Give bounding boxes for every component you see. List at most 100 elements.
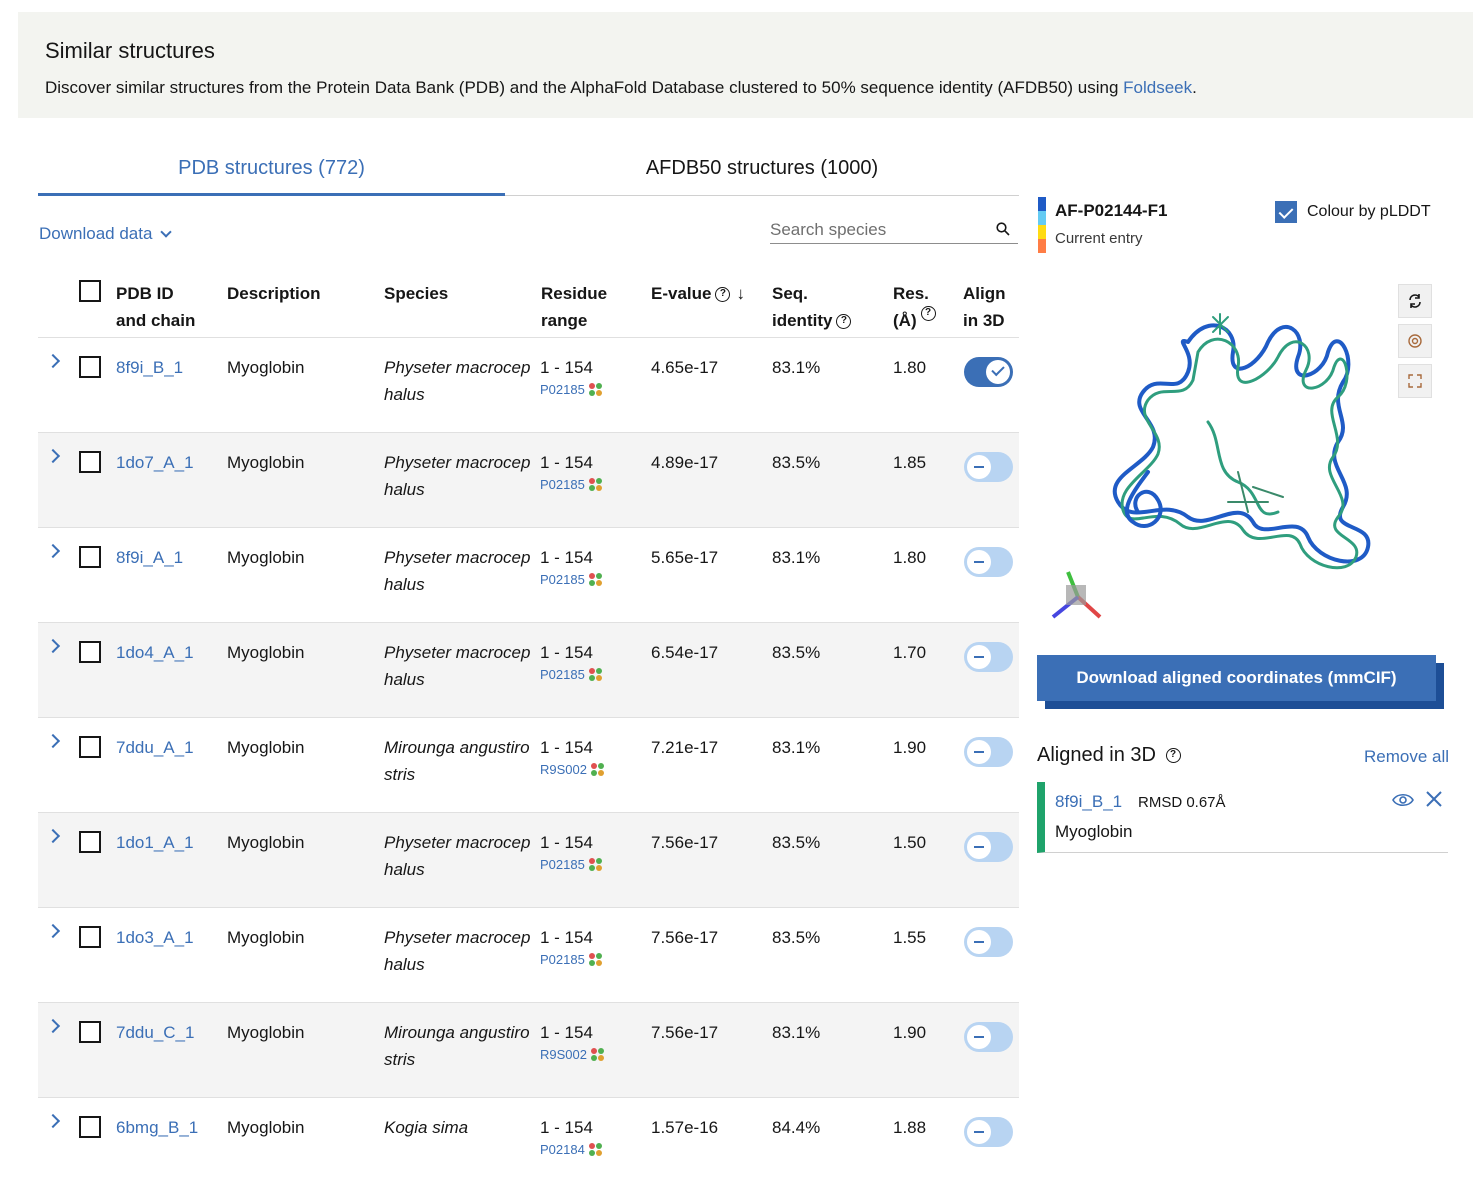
row-uniprot-link[interactable]: P02185 — [540, 952, 602, 967]
col-species[interactable]: Species — [384, 284, 449, 303]
plddt-checkbox[interactable] — [1275, 201, 1297, 223]
row-residue-range: 1 - 154 — [540, 453, 593, 472]
col-residue-range[interactable]: Residue range — [541, 280, 607, 334]
expand-row-icon[interactable] — [45, 1113, 61, 1129]
search-species — [770, 218, 1018, 244]
row-uniprot-link[interactable]: P02185 — [540, 572, 602, 587]
colour-by-plddt-toggle[interactable]: Colour by pLDDT — [1275, 201, 1431, 223]
expand-row-icon[interactable] — [45, 828, 61, 844]
eye-icon[interactable] — [1392, 792, 1414, 808]
col-resolution[interactable]: Res. (Å)? — [893, 280, 936, 334]
row-uniprot-id: R9S002 — [540, 1047, 587, 1062]
align-3d-toggle[interactable] — [964, 1117, 1013, 1147]
col-align-3d: Align in 3D — [963, 280, 1006, 334]
row-seq-identity: 83.1% — [772, 548, 821, 567]
row-species: Physeter macrocephalus — [384, 833, 531, 879]
alphafold-icon — [590, 1048, 604, 1061]
row-pdb-id[interactable]: 7ddu_C_1 — [116, 1023, 195, 1042]
row-evalue: 7.21e-17 — [651, 738, 719, 757]
row-checkbox[interactable] — [79, 641, 101, 663]
row-pdb-id[interactable]: 1do7_A_1 — [116, 453, 194, 472]
tab-afdb50-structures[interactable]: AFDB50 structures (1000) — [645, 157, 879, 179]
row-pdb-id[interactable]: 1do3_A_1 — [116, 928, 194, 947]
current-entry-id: AF-P02144-F1 — [1055, 201, 1168, 220]
expand-row-icon[interactable] — [45, 733, 61, 749]
tab-pdb-structures[interactable]: PDB structures (772) — [38, 150, 505, 196]
reset-view-button[interactable] — [1398, 284, 1432, 318]
row-pdb-id[interactable]: 1do4_A_1 — [116, 643, 194, 662]
help-icon[interactable]: ? — [836, 314, 852, 330]
aligned-in-3d-title: Aligned in 3D ? — [1037, 744, 1181, 767]
help-icon[interactable]: ? — [1165, 748, 1181, 764]
row-pdb-id[interactable]: 1do1_A_1 — [116, 833, 194, 852]
align-3d-toggle[interactable] — [964, 737, 1013, 767]
legend-swatch — [1038, 239, 1046, 253]
row-resolution: 1.90 — [893, 738, 927, 757]
row-uniprot-link[interactable]: R9S002 — [540, 1047, 604, 1062]
align-3d-toggle[interactable] — [964, 1022, 1013, 1052]
expand-row-icon[interactable] — [45, 353, 61, 369]
align-3d-toggle[interactable] — [964, 832, 1013, 862]
align-3d-toggle[interactable] — [964, 452, 1013, 482]
row-pdb-id[interactable]: 8f9i_A_1 — [116, 548, 184, 567]
align-3d-toggle[interactable] — [964, 642, 1013, 672]
row-pdb-id[interactable]: 7ddu_A_1 — [116, 738, 194, 757]
row-checkbox[interactable] — [79, 356, 101, 378]
col-evalue[interactable]: E-value? ↓ — [651, 280, 745, 307]
sort-arrow-down-icon[interactable]: ↓ — [736, 284, 745, 303]
structure-viewer[interactable] — [1038, 272, 1444, 642]
col-description[interactable]: Description — [227, 284, 321, 303]
download-aligned-coordinates-button[interactable]: Download aligned coordinates (mmCIF) — [1037, 655, 1436, 701]
row-uniprot-link[interactable]: P02184 — [540, 1142, 602, 1157]
expand-row-icon[interactable] — [45, 923, 61, 939]
download-data-button[interactable]: Download data — [39, 224, 173, 244]
row-evalue: 4.89e-17 — [651, 453, 719, 472]
expand-row-icon[interactable] — [45, 543, 61, 559]
row-checkbox[interactable] — [79, 1021, 101, 1043]
row-pdb-id[interactable]: 8f9i_B_1 — [116, 358, 184, 377]
fullscreen-button[interactable] — [1398, 364, 1432, 398]
align-3d-toggle[interactable] — [964, 927, 1013, 957]
spin-button[interactable] — [1398, 324, 1432, 358]
col-seq-identity[interactable]: Seq. identity? — [772, 280, 852, 334]
expand-row-icon[interactable] — [45, 448, 61, 464]
legend-swatch — [1038, 225, 1046, 239]
expand-row-icon[interactable] — [45, 638, 61, 654]
row-checkbox[interactable] — [79, 831, 101, 853]
col-res-line1: Res. — [893, 284, 929, 303]
alphafold-icon — [588, 953, 602, 966]
aligned-item: 8f9i_B_1 RMSD 0.67Å Myoglobin — [1037, 782, 1448, 853]
foldseek-link[interactable]: Foldseek — [1123, 78, 1193, 97]
select-all-checkbox[interactable] — [79, 280, 101, 302]
row-uniprot-link[interactable]: P02185 — [540, 667, 602, 682]
row-checkbox[interactable] — [79, 451, 101, 473]
expand-row-icon[interactable] — [45, 1018, 61, 1034]
row-checkbox[interactable] — [79, 1116, 101, 1138]
row-uniprot-link[interactable]: P02185 — [540, 477, 602, 492]
align-3d-toggle[interactable] — [964, 547, 1013, 577]
row-seq-identity: 83.5% — [772, 928, 821, 947]
alphafold-icon — [588, 1143, 602, 1156]
help-icon[interactable]: ? — [715, 287, 731, 303]
row-uniprot-link[interactable]: R9S002 — [540, 762, 604, 777]
align-3d-toggle[interactable] — [964, 357, 1013, 387]
search-icon[interactable] — [996, 222, 1010, 236]
row-species: Physeter macrocephalus — [384, 928, 531, 974]
aligned-item-id[interactable]: 8f9i_B_1 — [1055, 792, 1123, 811]
col-pdb-id[interactable]: PDB ID and chain — [116, 280, 195, 334]
row-evalue: 7.56e-17 — [651, 928, 719, 947]
row-uniprot-id: P02185 — [540, 857, 585, 872]
row-checkbox[interactable] — [79, 736, 101, 758]
row-uniprot-link[interactable]: P02185 — [540, 857, 602, 872]
search-species-input[interactable] — [770, 218, 980, 242]
row-checkbox[interactable] — [79, 926, 101, 948]
row-uniprot-id: P02185 — [540, 667, 585, 682]
row-uniprot-link[interactable]: P02185 — [540, 382, 602, 397]
row-checkbox[interactable] — [79, 546, 101, 568]
row-pdb-id[interactable]: 6bmg_B_1 — [116, 1118, 199, 1137]
help-icon[interactable]: ? — [920, 306, 936, 322]
description-suffix: . — [1192, 78, 1197, 97]
close-icon[interactable] — [1425, 790, 1443, 808]
remove-all-button[interactable]: Remove all — [1364, 747, 1450, 766]
structures-table: PDB ID and chain Description Species Resi… — [38, 270, 1019, 1190]
